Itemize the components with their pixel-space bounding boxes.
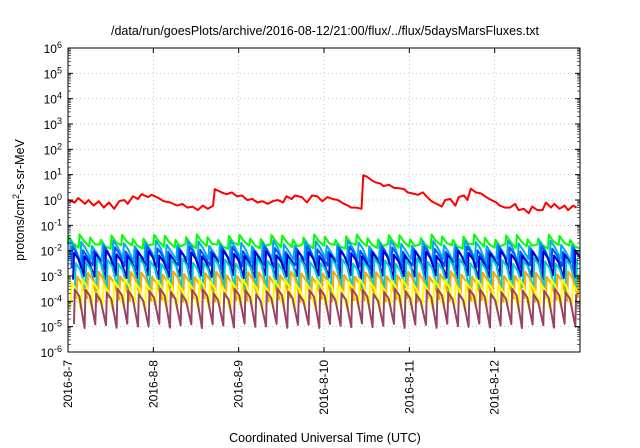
- chart-title: /data/run/goesPlots/archive/2016-08-12/2…: [111, 24, 540, 38]
- x-tick-label: 2016-8-9: [232, 360, 246, 408]
- y-tick-label: 102: [44, 141, 62, 157]
- y-tick-label: 10-1: [41, 217, 62, 233]
- x-tick-label: 2016-8-8: [146, 360, 160, 408]
- y-tick-label: 100: [44, 192, 62, 208]
- x-tick-label: 2016-8-11: [402, 360, 416, 414]
- series-line: [67, 233, 581, 250]
- y-axis-label-base: protons/cm: [13, 199, 27, 261]
- y-axis-label: protons/cm2-s-sr-MeV: [11, 138, 27, 260]
- x-tick-label: 2016-8-12: [488, 360, 502, 415]
- y-tick-label: 101: [44, 167, 62, 183]
- x-axis-label: Coordinated Universal Time (UTC): [229, 431, 421, 445]
- y-ticks: 10-6 10-5 10-4 10-3 10-2 10-1 100 101 102 103 104 1…: [41, 40, 580, 360]
- y-axis-label-sup: 2: [11, 194, 21, 199]
- y-tick-label: 103: [44, 116, 62, 132]
- x-ticks: 2016-8-7 2016-8-8 2016-8-9 2016-8-10 2016-8-…: [61, 48, 502, 415]
- y-axis-label-rest: -s-sr-MeV: [13, 138, 27, 194]
- y-tick-label: 10-6: [41, 344, 62, 360]
- y-tick-label: 10-5: [41, 319, 62, 335]
- series-layer: [67, 174, 581, 330]
- y-tick-label: 106: [44, 40, 62, 56]
- y-tick-label: 10-4: [41, 293, 62, 309]
- y-tick-label: 10-2: [41, 243, 62, 259]
- y-tick-label: 10-3: [41, 268, 62, 284]
- series-line: [67, 174, 578, 215]
- y-tick-label: 105: [44, 65, 62, 81]
- series-line: [73, 287, 578, 330]
- x-tick-label: 2016-8-10: [317, 360, 331, 415]
- x-tick-label: 2016-8-7: [61, 360, 75, 408]
- y-tick-label: 104: [44, 91, 62, 107]
